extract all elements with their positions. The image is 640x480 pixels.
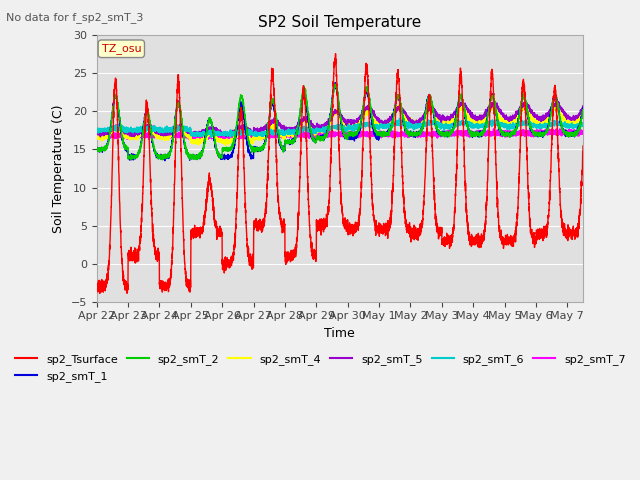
sp2_smT_5: [130, 130, 138, 135]
sp2_smT_7: [492, 132, 500, 137]
sp2_smT_1: [579, 105, 587, 110]
sp2_smT_6: [221, 129, 229, 134]
sp2_smT_5: [552, 99, 560, 105]
Line: sp2_Tsurface: sp2_Tsurface: [97, 54, 583, 293]
sp2_smT_1: [492, 110, 500, 116]
Title: SP2 Soil Temperature: SP2 Soil Temperature: [258, 15, 422, 30]
sp2_smT_1: [332, 80, 339, 85]
sp2_smT_1: [161, 158, 169, 164]
sp2_smT_5: [221, 132, 229, 137]
sp2_Tsurface: [130, 253, 138, 259]
sp2_smT_1: [239, 109, 247, 115]
sp2_smT_6: [579, 121, 587, 127]
sp2_smT_1: [537, 130, 545, 136]
sp2_smT_6: [537, 122, 545, 128]
sp2_smT_5: [97, 134, 104, 140]
sp2_smT_6: [239, 126, 247, 132]
sp2_smT_6: [492, 122, 500, 128]
sp2_smT_1: [93, 144, 100, 150]
Line: sp2_smT_6: sp2_smT_6: [97, 119, 583, 137]
sp2_smT_7: [220, 137, 228, 143]
sp2_smT_6: [396, 116, 403, 121]
sp2_Tsurface: [442, 241, 449, 247]
sp2_smT_4: [130, 134, 138, 140]
sp2_Tsurface: [579, 143, 587, 149]
sp2_smT_2: [93, 147, 100, 153]
sp2_smT_7: [442, 132, 449, 138]
sp2_smT_5: [537, 115, 545, 120]
sp2_smT_1: [442, 131, 449, 137]
sp2_Tsurface: [332, 51, 339, 57]
sp2_smT_7: [239, 132, 247, 138]
sp2_smT_1: [221, 153, 229, 159]
sp2_smT_4: [457, 102, 465, 108]
sp2_smT_4: [221, 140, 229, 146]
sp2_smT_5: [93, 132, 100, 137]
sp2_smT_7: [130, 133, 138, 139]
sp2_smT_4: [239, 127, 247, 133]
Legend: sp2_Tsurface, sp2_smT_1, sp2_smT_2, sp2_smT_4, sp2_smT_5, sp2_smT_6, sp2_smT_7: sp2_Tsurface, sp2_smT_1, sp2_smT_2, sp2_…: [11, 350, 630, 386]
sp2_smT_7: [579, 128, 587, 134]
sp2_smT_2: [579, 108, 587, 114]
sp2_smT_2: [239, 99, 247, 105]
sp2_smT_5: [579, 103, 587, 108]
Line: sp2_smT_7: sp2_smT_7: [97, 129, 583, 140]
Y-axis label: Soil Temperature (C): Soil Temperature (C): [52, 104, 65, 233]
sp2_smT_2: [221, 146, 229, 152]
sp2_smT_4: [537, 118, 545, 124]
sp2_smT_4: [442, 119, 449, 125]
sp2_smT_7: [93, 133, 100, 139]
sp2_smT_5: [442, 116, 449, 122]
sp2_Tsurface: [221, 254, 229, 260]
Text: TZ_osu: TZ_osu: [102, 43, 141, 54]
X-axis label: Time: Time: [324, 327, 355, 340]
sp2_smT_6: [202, 134, 209, 140]
Line: sp2_smT_2: sp2_smT_2: [97, 84, 583, 160]
sp2_smT_2: [130, 155, 138, 160]
sp2_Tsurface: [93, 278, 100, 284]
sp2_smT_1: [130, 157, 138, 163]
sp2_smT_4: [93, 135, 100, 141]
sp2_smT_4: [492, 107, 500, 113]
sp2_smT_7: [545, 126, 552, 132]
sp2_Tsurface: [537, 228, 545, 234]
sp2_smT_6: [442, 125, 449, 131]
Line: sp2_smT_5: sp2_smT_5: [97, 102, 583, 137]
sp2_smT_7: [221, 135, 229, 141]
sp2_smT_2: [442, 133, 449, 139]
sp2_Tsurface: [492, 167, 500, 173]
sp2_smT_2: [332, 81, 339, 87]
sp2_smT_6: [93, 128, 100, 134]
sp2_Tsurface: [239, 137, 247, 143]
Line: sp2_smT_1: sp2_smT_1: [97, 83, 583, 161]
sp2_smT_4: [221, 142, 229, 148]
sp2_smT_4: [579, 112, 587, 118]
sp2_smT_2: [537, 132, 545, 137]
sp2_smT_2: [159, 157, 166, 163]
sp2_smT_5: [492, 103, 500, 109]
Line: sp2_smT_4: sp2_smT_4: [97, 105, 583, 145]
Text: No data for f_sp2_smT_3: No data for f_sp2_smT_3: [6, 12, 144, 23]
sp2_smT_2: [492, 109, 500, 115]
sp2_Tsurface: [96, 290, 104, 296]
sp2_smT_5: [239, 122, 247, 128]
sp2_smT_6: [130, 128, 138, 134]
sp2_smT_7: [537, 129, 545, 135]
